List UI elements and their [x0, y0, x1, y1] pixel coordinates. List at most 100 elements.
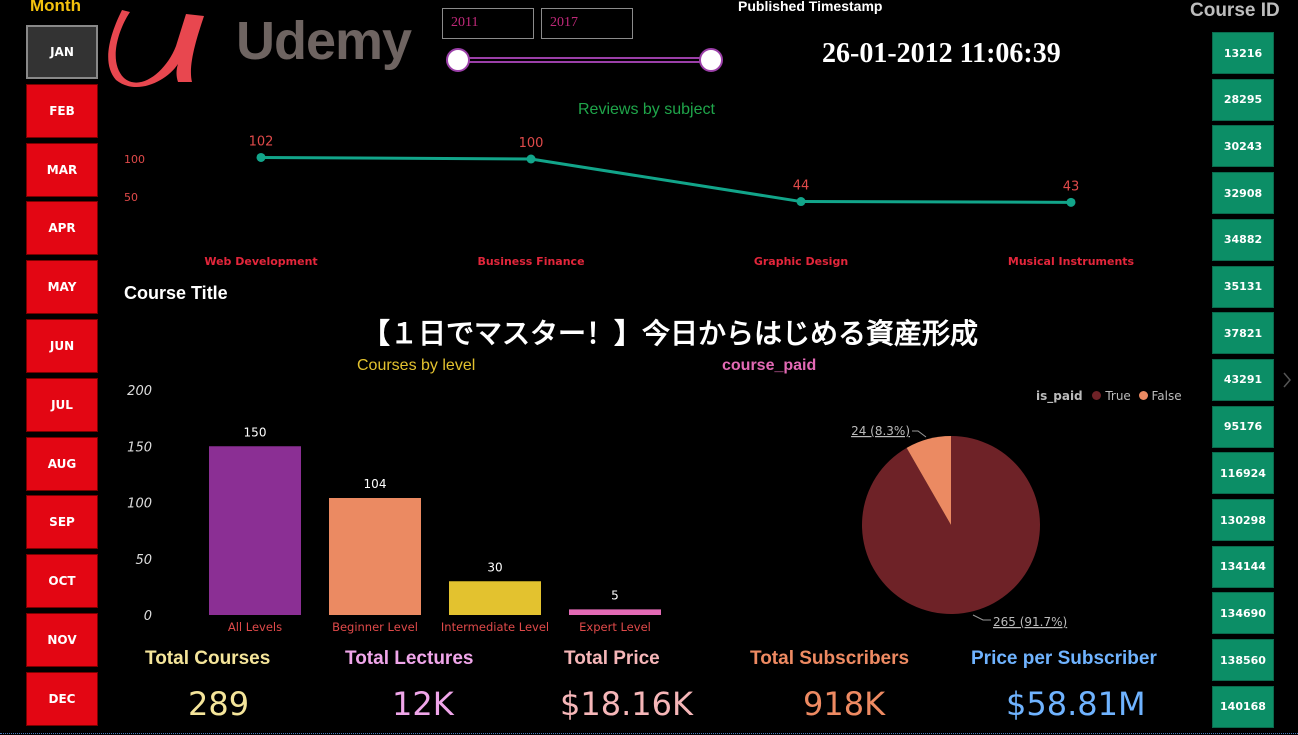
y-tick-label: 100 [127, 497, 152, 512]
kpi-total-price-label: Total Price [564, 648, 660, 669]
month-button-feb[interactable]: FEB [26, 83, 98, 138]
pie-label-true: 265 (91.7%) [993, 615, 1067, 629]
paid-chart-title: course_paid [722, 357, 817, 374]
month-button-jun[interactable]: JUN [26, 319, 98, 373]
reviews-point [526, 154, 536, 164]
month-button-jan[interactable]: JAN [26, 25, 98, 79]
udemy-u-logo [108, 6, 212, 88]
month-slicer-title: Month [30, 0, 81, 15]
kpi-total-lectures-value: 12K [392, 685, 454, 723]
month-button-jul[interactable]: JUL [26, 377, 98, 432]
level-data-label: 5 [611, 588, 619, 602]
y-tick-label: 50 [135, 553, 152, 568]
published-title: Published Timestamp [738, 0, 883, 14]
reviews-point [256, 152, 266, 162]
level-data-label: 30 [487, 560, 502, 574]
course-id-button-140168[interactable]: 140168 [1212, 685, 1274, 728]
course-id-button-13216[interactable]: 13216 [1212, 32, 1274, 74]
slider-handle-end [699, 48, 723, 72]
course-id-button-32908[interactable]: 32908 [1212, 172, 1274, 215]
reviews-point [796, 197, 806, 207]
course-id-button-28295[interactable]: 28295 [1212, 78, 1274, 121]
x-category-label: Intermediate Level [441, 620, 549, 634]
kpi-total-courses-label: Total Courses [145, 648, 271, 669]
course-paid-pie-chart: 265 (91.7%) 24 (8.3%) [851, 424, 1067, 629]
legend-false-swatch [1138, 391, 1148, 400]
legend-true-swatch [1092, 391, 1102, 400]
course-id-button-138560[interactable]: 138560 [1212, 639, 1274, 682]
level-chart-title: Courses by level [357, 357, 476, 374]
month-button-dec[interactable]: DEC [26, 671, 98, 726]
kpi-total-price-value: $18.16K [560, 685, 693, 723]
course-id-slicer-title: Course ID [1190, 0, 1280, 21]
reviews-data-label: 100 [519, 136, 544, 151]
x-category-label: Beginner Level [332, 620, 418, 634]
y-tick-label: 0 [144, 609, 152, 624]
y-tick-label: 150 [127, 440, 152, 455]
x-category-label: All Levels [228, 620, 282, 634]
month-button-oct[interactable]: OCT [26, 554, 98, 609]
kpi-price-per-subscriber-label: Price per Subscriber [971, 648, 1157, 669]
udemy-logo-text: Udemy [236, 11, 412, 71]
pie-legend: is_paid True False [1036, 389, 1182, 403]
course-id-button-34882[interactable]: 34882 [1212, 218, 1274, 261]
x-category-label: Musical Instruments [1008, 255, 1135, 268]
course-id-button-30243[interactable]: 30243 [1212, 125, 1274, 168]
slider-handle-start [446, 48, 470, 72]
y-tick-label: 100 [124, 153, 145, 166]
level-bar [569, 609, 661, 615]
month-button-nov[interactable]: NOV [26, 613, 98, 667]
month-button-sep[interactable]: SEP [26, 495, 98, 550]
chevron-right-icon[interactable] [1281, 370, 1293, 390]
reviews-data-label: 44 [793, 179, 810, 194]
course-id-button-95176[interactable]: 95176 [1212, 405, 1274, 448]
legend-false-label: False [1151, 389, 1182, 403]
year-end-input[interactable]: 2017 [541, 8, 633, 39]
x-category-label: Graphic Design [754, 255, 848, 268]
reviews-line-chart: 100 50 102 Web Development 100 Business Finan… [124, 134, 1135, 268]
published-value: 26-01-2012 11:06:39 [822, 38, 1061, 69]
year-start-input[interactable]: 2011 [442, 8, 534, 39]
kpi-price-per-subscriber-value: $58.81M [1006, 685, 1146, 723]
pie-legend-title: is_paid [1036, 389, 1083, 403]
level-bar [329, 498, 421, 615]
kpi-total-subscribers-value: 918K [803, 685, 886, 723]
pie-leader-line [972, 614, 991, 621]
legend-true-label: True [1105, 389, 1131, 403]
y-tick-label: 200 [127, 384, 152, 399]
pie-leader-line [912, 430, 927, 438]
kpi-total-courses-value: 289 [188, 685, 250, 723]
course-id-button-116924[interactable]: 116924 [1212, 452, 1274, 495]
kpi-total-lectures-label: Total Lectures [345, 648, 474, 669]
course-title-label: Course Title [124, 283, 228, 303]
month-button-apr[interactable]: APR [26, 201, 98, 256]
level-bar [209, 446, 301, 615]
kpi-total-subscribers-label: Total Subscribers [750, 648, 910, 669]
x-category-label: Web Development [204, 255, 317, 268]
month-button-aug[interactable]: AUG [26, 436, 98, 491]
x-category-label: Business Finance [477, 255, 584, 268]
bottom-border [0, 733, 1298, 734]
course-id-button-130298[interactable]: 130298 [1212, 499, 1274, 541]
x-category-label: Expert Level [579, 620, 651, 634]
level-data-label: 150 [244, 425, 267, 439]
reviews-data-label: 102 [249, 134, 274, 149]
month-button-may[interactable]: MAY [26, 260, 98, 315]
course-id-button-134690[interactable]: 134690 [1212, 592, 1274, 635]
course-id-button-134144[interactable]: 134144 [1212, 545, 1274, 588]
course-id-button-37821[interactable]: 37821 [1212, 312, 1274, 355]
reviews-series-line [260, 155, 1072, 204]
reviews-chart-title: Reviews by subject [578, 101, 715, 118]
reviews-point [1066, 197, 1076, 207]
y-tick-label: 50 [124, 191, 138, 204]
month-button-mar[interactable]: MAR [26, 142, 98, 197]
pie-label-false: 24 (8.3%) [851, 424, 910, 438]
reviews-data-label: 43 [1063, 179, 1080, 194]
courses-by-level-bar-chart: 200 150 100 50 0 150 All Levels 104 Beginner Lev… [127, 384, 661, 634]
level-bar [449, 581, 541, 615]
course-id-button-43291[interactable]: 43291 [1212, 358, 1274, 401]
year-range-slider[interactable] [444, 46, 726, 74]
course-title-value: 【１日でマスター！】今日からはじめる資産形成 [361, 317, 978, 350]
course-id-button-35131[interactable]: 35131 [1212, 265, 1274, 308]
level-data-label: 104 [364, 477, 387, 491]
